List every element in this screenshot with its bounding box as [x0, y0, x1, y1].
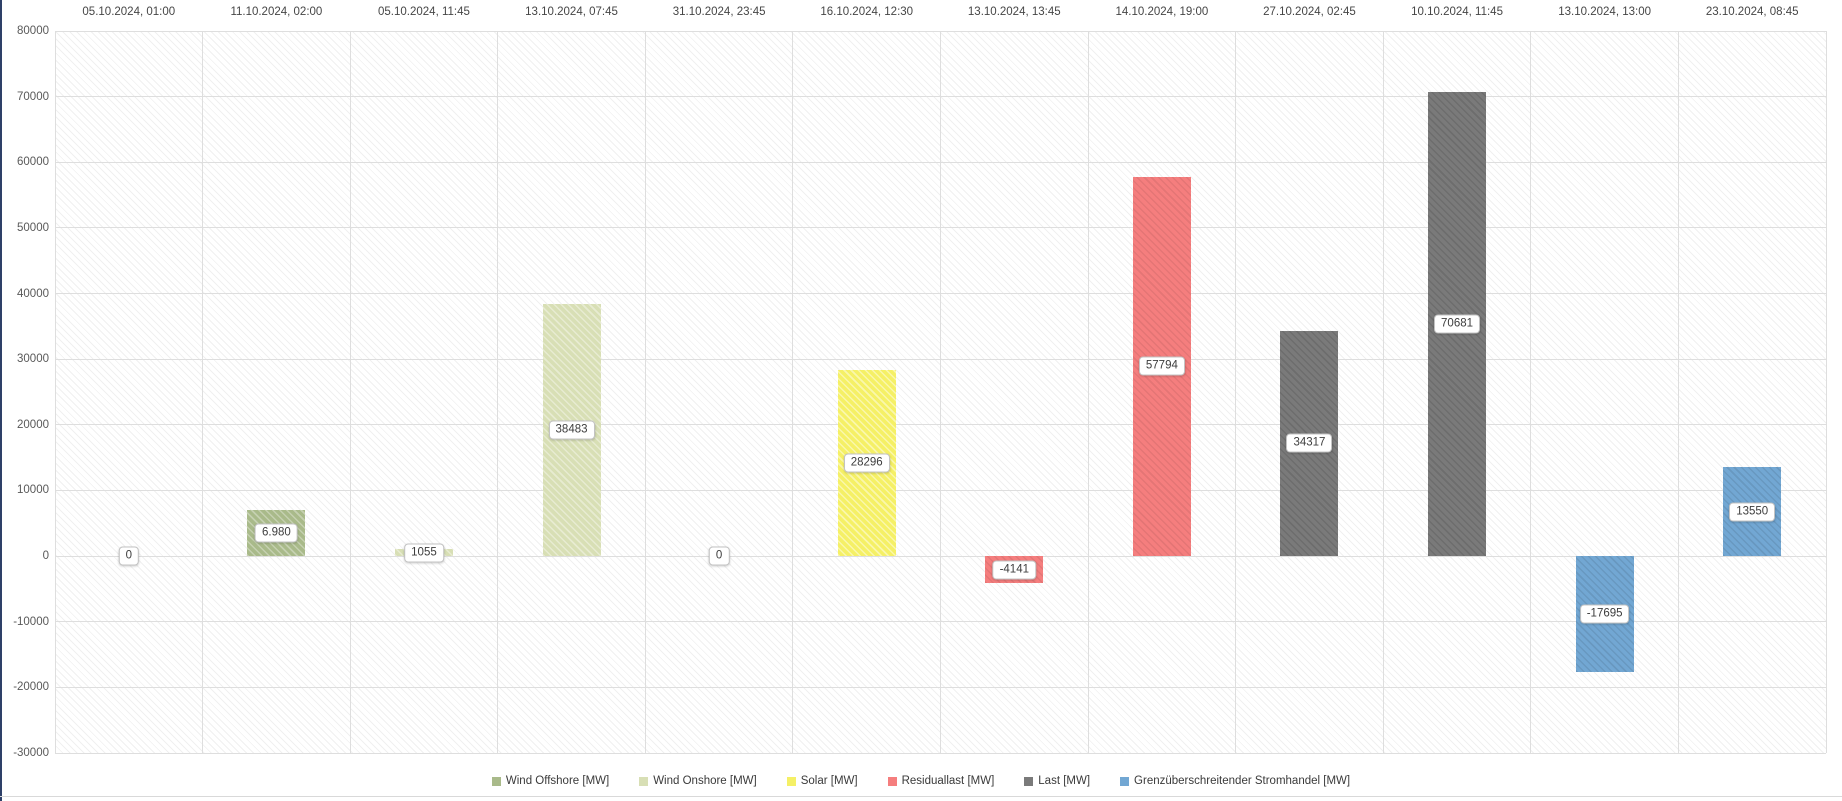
y-axis-tick-label: -30000 — [13, 747, 49, 759]
legend-item[interactable]: Wind Offshore [MW] — [491, 775, 610, 787]
vertical-gridline — [1677, 31, 1679, 753]
vertical-gridline — [1235, 31, 1237, 753]
y-axis-tick-label: 70000 — [17, 90, 49, 103]
y-axis-tick-label: 30000 — [17, 353, 49, 366]
x-axis-category-label: 31.10.2024, 23:45 — [672, 6, 766, 18]
legend-label: Wind Onshore [MW] — [653, 775, 757, 787]
vertical-gridline — [349, 31, 351, 753]
x-axis-category-label: 16.10.2024, 12:30 — [820, 6, 914, 18]
legend-swatch-icon — [1024, 776, 1034, 786]
bar-value-label: -17695 — [1579, 604, 1630, 624]
legend-swatch-icon — [639, 776, 649, 786]
legend-swatch-icon — [786, 776, 796, 786]
vertical-gridline — [792, 31, 794, 753]
legend-label: Wind Offshore [MW] — [505, 775, 610, 787]
vertical-gridline — [1382, 31, 1384, 753]
vertical-gridline — [1825, 31, 1827, 753]
legend-label: Solar [MW] — [800, 775, 858, 787]
vertical-gridline — [497, 31, 499, 753]
x-axis-category-label: 05.10.2024, 11:45 — [378, 6, 470, 18]
x-axis-category-label: 13.10.2024, 07:45 — [525, 6, 618, 18]
x-axis-category-label: 05.10.2024, 01:00 — [82, 6, 176, 18]
vertical-gridline — [54, 31, 56, 753]
plot-area — [54, 30, 1827, 754]
y-axis-tick-label: -10000 — [13, 615, 49, 628]
bar-value-label: -4141 — [992, 560, 1036, 580]
bar-value-label: 1055 — [404, 543, 444, 563]
legend-label: Residuallast [MW] — [901, 775, 995, 787]
y-axis-tick-label: 50000 — [17, 221, 49, 234]
bar-value-label: 38483 — [548, 420, 595, 440]
legend-swatch-icon — [1120, 776, 1130, 786]
bar-value-label: 34317 — [1286, 433, 1333, 453]
y-axis-tick-label: 10000 — [17, 484, 49, 497]
x-axis-category-label: 11.10.2024, 02:00 — [230, 6, 323, 18]
legend-swatch-icon — [491, 776, 501, 786]
legend-item[interactable]: Solar [MW] — [786, 775, 858, 787]
bar-value-label: 13550 — [1729, 502, 1776, 522]
x-axis-category-label: 13.10.2024, 13:00 — [1558, 6, 1651, 18]
legend-item[interactable]: Residuallast [MW] — [887, 775, 995, 787]
legend-item[interactable]: Last [MW] — [1024, 775, 1090, 787]
bar-value-label: 0 — [118, 546, 139, 566]
y-axis-tick-label: 80000 — [17, 25, 49, 37]
bottom-divider — [0, 796, 1842, 797]
y-axis-tick-label: 40000 — [17, 287, 49, 300]
x-axis-category-label: 23.10.2024, 08:45 — [1705, 6, 1799, 18]
vertical-gridline — [940, 31, 941, 753]
legend-label: Grenzüberschreitender Stromhandel [MW] — [1134, 775, 1351, 787]
bar-value-label: 28296 — [843, 453, 890, 473]
window-left-border — [0, 0, 2, 801]
x-axis-category-label: 10.10.2024, 11:45 — [1411, 6, 1503, 18]
vertical-gridline — [202, 31, 204, 753]
legend-label: Last [MW] — [1038, 775, 1091, 787]
x-axis-category-label: 13.10.2024, 13:45 — [967, 6, 1061, 18]
y-axis-tick-label: 0 — [42, 550, 49, 563]
vertical-gridline — [1530, 31, 1532, 753]
bar-value-label: 6.980 — [254, 523, 298, 543]
y-axis-tick-label: 60000 — [17, 156, 49, 169]
bar-value-label: 0 — [708, 546, 730, 566]
y-axis-tick-label: 20000 — [17, 418, 49, 431]
x-axis-category-label: 14.10.2024, 19:00 — [1115, 6, 1209, 18]
vertical-gridline — [644, 31, 646, 753]
x-axis-category-label: 27.10.2024, 02:45 — [1263, 6, 1356, 18]
bar-value-label: 57794 — [1138, 356, 1185, 376]
y-axis-tick-label: -20000 — [13, 681, 49, 694]
chart-legend: Wind Offshore [MW] Wind Onshore [MW] Solar… — [0, 771, 1842, 791]
legend-item[interactable]: Wind Onshore [MW] — [639, 775, 757, 787]
legend-item[interactable]: Grenzüberschreitender Stromhandel [MW] — [1120, 775, 1350, 787]
bar-value-label: 70681 — [1434, 314, 1481, 334]
vertical-gridline — [1087, 31, 1089, 753]
horizontal-gridline — [55, 752, 1826, 754]
legend-swatch-icon — [887, 776, 897, 786]
